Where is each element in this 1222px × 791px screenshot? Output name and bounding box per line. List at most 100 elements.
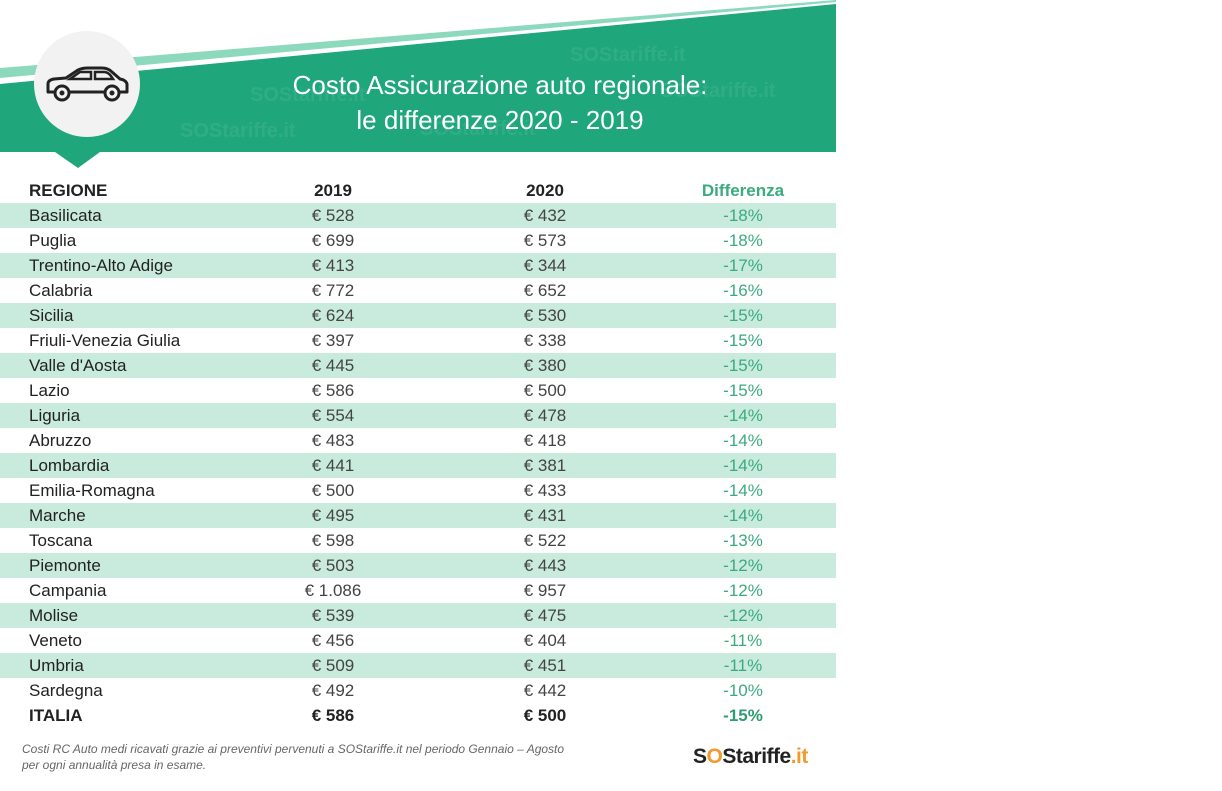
cell-2019: € 554 <box>311 406 355 425</box>
cell-2019: € 495 <box>311 506 355 525</box>
cell-difference: -15% <box>723 306 763 325</box>
cost-table: REGIONE 2019 2020 Differenza Basilicata €… <box>0 178 836 728</box>
cell-2019: € 699 <box>311 231 355 250</box>
cell-region: Trentino-Alto Adige <box>29 256 173 275</box>
table-header: REGIONE 2019 2020 Differenza <box>0 178 836 203</box>
cell-2020: € 451 <box>523 656 567 675</box>
cell-region: Basilicata <box>29 206 102 225</box>
cell-2020: € 957 <box>523 581 567 600</box>
cell-difference: -14% <box>723 406 763 425</box>
table-row: Abruzzo € 483 € 418 -14% <box>0 428 836 453</box>
cell-2020: € 404 <box>523 631 567 650</box>
cell-difference: -14% <box>723 431 763 450</box>
cell-difference: -14% <box>723 506 763 525</box>
cell-difference: -12% <box>723 581 763 600</box>
table-row: Veneto € 456 € 404 -11% <box>0 628 836 653</box>
cell-difference: -15% <box>723 381 763 400</box>
watermark: SOStariffe.it <box>420 118 536 140</box>
watermark: SOStariffe.it <box>570 44 686 66</box>
car-icon <box>46 66 129 102</box>
cell-region: Abruzzo <box>29 431 92 450</box>
header-background <box>0 0 836 168</box>
cell-difference: -10% <box>723 681 763 700</box>
table-row: Valle d'Aosta € 445 € 380 -15% <box>0 353 836 378</box>
cell-difference: -15% <box>723 356 763 375</box>
cell-2020: € 443 <box>523 556 567 575</box>
cell-2020: € 530 <box>523 306 567 325</box>
cell-region: Sardegna <box>29 681 103 700</box>
cell-difference: -18% <box>723 206 763 225</box>
table-row: Trentino-Alto Adige € 413 € 344 -17% <box>0 253 836 278</box>
title-line-1: Costo Assicurazione auto regionale: <box>292 70 708 100</box>
page-title: Costo Assicurazione auto regionale: le d… <box>220 68 780 138</box>
table-row: Umbria € 509 € 451 -11% <box>0 653 836 678</box>
table-row: Molise € 539 € 475 -12% <box>0 603 836 628</box>
cell-difference: -12% <box>723 556 763 575</box>
cell-2020: € 418 <box>523 431 567 450</box>
cell-2019: € 509 <box>311 656 355 675</box>
watermark: SOStariffe.it <box>660 80 776 102</box>
total-cell-region: ITALIA <box>29 706 83 725</box>
cell-difference: -12% <box>723 606 763 625</box>
table-row: Calabria € 772 € 652 -16% <box>0 278 836 303</box>
cell-difference: -14% <box>723 456 763 475</box>
table-row: Emilia-Romagna € 500 € 433 -14% <box>0 478 836 503</box>
cell-region: Lombardia <box>29 456 110 475</box>
cell-region: Toscana <box>29 531 93 550</box>
cell-region: Campania <box>29 581 107 600</box>
cell-2020: € 522 <box>523 531 567 550</box>
table-row: Basilicata € 528 € 432 -18% <box>0 203 836 228</box>
table-total-row: ITALIA € 586 € 500 -15% <box>0 703 836 728</box>
cell-2019: € 456 <box>311 631 355 650</box>
cell-region: Molise <box>29 606 79 625</box>
cell-2020: € 500 <box>523 381 567 400</box>
cell-2020: € 381 <box>523 456 567 475</box>
cell-2020: € 652 <box>523 281 567 300</box>
cell-2020: € 573 <box>523 231 567 250</box>
table-row: Sicilia € 624 € 530 -15% <box>0 303 836 328</box>
cell-difference: -11% <box>723 631 763 650</box>
logo-o: O <box>706 745 723 768</box>
cell-2020: € 475 <box>523 606 567 625</box>
cell-2019: € 483 <box>311 431 355 450</box>
cell-difference: -17% <box>723 256 763 275</box>
cell-difference: -16% <box>723 281 763 300</box>
cell-difference: -11% <box>723 656 763 675</box>
table-row: Campania € 1.086 € 957 -12% <box>0 578 836 603</box>
column-header-2019: 2019 <box>314 181 352 200</box>
cell-2020: € 338 <box>523 331 567 350</box>
cell-2020: € 344 <box>523 256 567 275</box>
table-row: Marche € 495 € 431 -14% <box>0 503 836 528</box>
cell-2019: € 598 <box>311 531 355 550</box>
cell-region: Friuli-Venezia Giulia <box>29 331 181 350</box>
table-row: Piemonte € 503 € 443 -12% <box>0 553 836 578</box>
cell-2019: € 586 <box>311 381 355 400</box>
table-row: Friuli-Venezia Giulia € 397 € 338 -15% <box>0 328 836 353</box>
logo-s: S <box>693 745 707 768</box>
column-header-difference: Differenza <box>701 181 785 200</box>
cell-2020: € 478 <box>523 406 567 425</box>
watermark: SOStariffe.it <box>180 120 296 142</box>
cell-difference: -18% <box>723 231 763 250</box>
table-row: Liguria € 554 € 478 -14% <box>0 403 836 428</box>
cell-2020: € 431 <box>523 506 567 525</box>
table-row: Lombardia € 441 € 381 -14% <box>0 453 836 478</box>
cell-2020: € 433 <box>523 481 567 500</box>
cell-region: Liguria <box>29 406 81 425</box>
cell-2019: € 441 <box>311 456 355 475</box>
cell-2019: € 772 <box>311 281 355 300</box>
table-row: Toscana € 598 € 522 -13% <box>0 528 836 553</box>
cell-region: Marche <box>29 506 86 525</box>
cell-2019: € 1.086 <box>304 581 362 600</box>
cell-region: Valle d'Aosta <box>29 356 127 375</box>
total-cell-difference: -15% <box>723 706 763 725</box>
total-cell-2020: € 500 <box>523 706 567 725</box>
cell-2019: € 397 <box>311 331 355 350</box>
cell-region: Lazio <box>29 381 70 400</box>
cell-region: Veneto <box>29 631 82 650</box>
cell-region: Umbria <box>29 656 84 675</box>
cell-region: Piemonte <box>29 556 101 575</box>
car-badge <box>34 31 140 137</box>
cell-2020: € 442 <box>523 681 567 700</box>
cell-2019: € 492 <box>311 681 355 700</box>
